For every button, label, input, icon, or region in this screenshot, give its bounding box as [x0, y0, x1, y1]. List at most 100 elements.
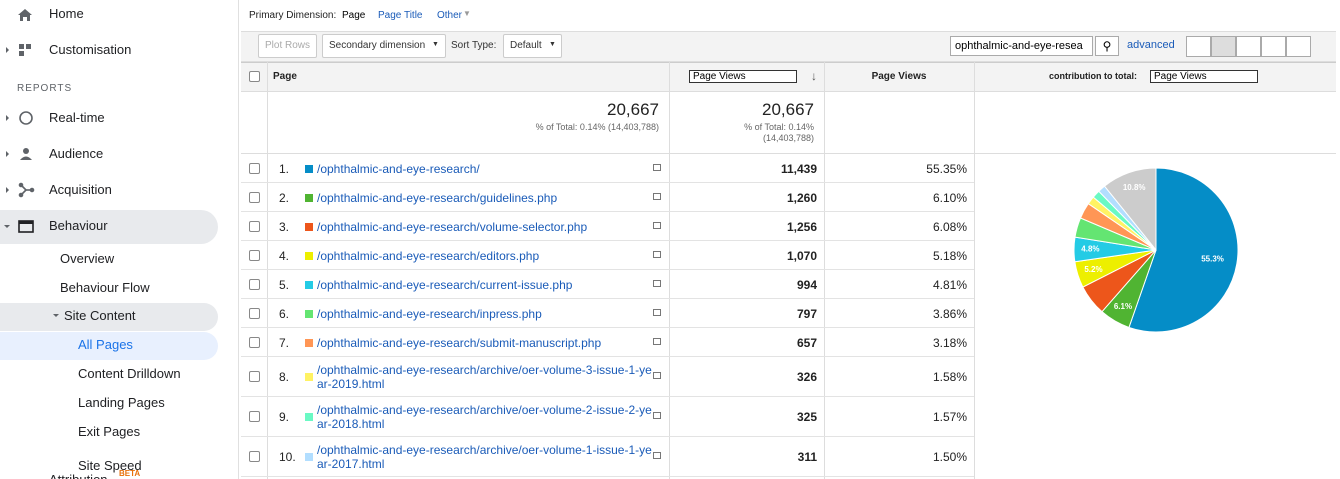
open-icon[interactable]	[653, 308, 661, 316]
page-link[interactable]: /ophthalmic-and-eye-research/	[317, 161, 480, 176]
open-icon[interactable]	[653, 279, 661, 287]
nav-item[interactable]: Site Speed	[78, 458, 142, 473]
view-button[interactable]	[1286, 36, 1311, 57]
page-link[interactable]: /ophthalmic-and-eye-research/guidelines.…	[317, 190, 558, 205]
nav-item[interactable]: Acquisition	[49, 182, 112, 197]
color-swatch	[305, 453, 313, 461]
nav-item[interactable]: Real-time	[49, 110, 105, 125]
row-index: 9.	[279, 410, 290, 424]
open-icon[interactable]	[653, 372, 661, 379]
nav-item[interactable]: Audience	[49, 146, 104, 161]
page-views: 11,439	[780, 161, 817, 176]
secondary-dimension[interactable]: Secondary dimension	[322, 34, 446, 58]
dimension-option: Page	[342, 10, 366, 21]
page-link[interactable]: /ophthalmic-and-eye-research/submit-manu…	[317, 335, 602, 350]
sidebar-icons	[4, 9, 59, 317]
metric-select[interactable]: Page Views	[689, 70, 797, 83]
view-button[interactable]	[1261, 36, 1286, 57]
row-checkbox[interactable]	[249, 220, 260, 232]
color-swatch	[305, 373, 313, 381]
color-swatch	[305, 413, 313, 421]
nav-item[interactable]: Site Content	[64, 308, 136, 323]
page-link[interactable]: /ophthalmic-and-eye-research/inpress.php	[317, 306, 542, 321]
search-input[interactable]: ophthalmic-and-eye-resea	[950, 36, 1093, 56]
nav-item[interactable]: Behaviour	[49, 218, 108, 233]
open-icon[interactable]	[653, 163, 661, 171]
page-views: 657	[796, 335, 817, 350]
row-index: 3.	[279, 219, 290, 234]
advanced-link[interactable]: advanced	[1127, 39, 1175, 51]
row-checkbox[interactable]	[249, 451, 260, 462]
page-link[interactable]: /ophthalmic-and-eye-research/volume-sele…	[317, 219, 588, 234]
total-note: % of Total: 0.14% (14,403,788)	[535, 122, 659, 132]
nav-item[interactable]: Overview	[60, 251, 115, 266]
column-header: Page Views	[871, 71, 927, 82]
nav-item[interactable]: Attribution	[49, 472, 108, 479]
view-button[interactable]	[1186, 36, 1211, 57]
color-swatch	[305, 251, 313, 260]
percent: 55.35%	[926, 161, 967, 176]
page-link[interactable]: /ophthalmic-and-eye-research/editors.php	[317, 248, 540, 263]
main: Primary Dimension: Page Page Title Other ▼ Pl…	[238, 0, 1340, 479]
nav-item[interactable]: Exit Pages	[78, 424, 141, 439]
slice-label: 55.3%	[1201, 255, 1224, 264]
primary-label: Primary Dimension:	[249, 10, 337, 21]
dimension-option[interactable]: Page Title	[378, 10, 423, 21]
page-views: 1,260	[786, 190, 817, 205]
page-link[interactable]: /ophthalmic-and-eye-research/archive/oer…	[317, 363, 652, 391]
view-button[interactable]	[1236, 36, 1261, 57]
nav-item[interactable]: Home	[49, 6, 84, 21]
page-link[interactable]: /ophthalmic-and-eye-research/current-iss…	[317, 277, 573, 292]
row-checkbox[interactable]	[249, 411, 260, 422]
row-index: 5.	[279, 277, 290, 292]
nav-item[interactable]: Behaviour Flow	[60, 280, 150, 295]
dimension-option[interactable]: Other	[437, 10, 463, 21]
site-content-highlight	[0, 303, 218, 331]
slice-label: 10.8%	[1123, 183, 1146, 192]
open-icon[interactable]	[653, 337, 661, 345]
open-icon[interactable]	[653, 250, 661, 258]
page-link[interactable]: /ophthalmic-and-eye-research/archive/oer…	[317, 403, 652, 431]
row-index: 10.	[279, 450, 296, 464]
sort-select[interactable]: Default	[503, 34, 562, 58]
row-checkbox[interactable]	[249, 371, 260, 382]
behaviour-icon	[18, 220, 34, 233]
open-icon[interactable]	[653, 452, 661, 459]
total-value: 20,667	[607, 100, 659, 119]
page-link[interactable]: /ophthalmic-and-eye-research/archive/oer…	[317, 443, 652, 471]
nav-item[interactable]: Landing Pages	[78, 395, 165, 410]
open-icon[interactable]	[653, 192, 661, 200]
column-divider	[267, 62, 268, 479]
pie-chart: 55.3% 6.1% 5.2% 4.8% 10.8%	[1073, 167, 1239, 333]
row-checkbox[interactable]	[249, 191, 260, 203]
section-label: REPORTS	[17, 83, 73, 94]
checkbox	[249, 71, 260, 82]
open-icon[interactable]	[653, 412, 661, 419]
color-swatch	[305, 164, 313, 173]
row-checkbox[interactable]	[249, 162, 260, 174]
nav-item[interactable]: All Pages	[78, 337, 133, 352]
page-views: 311	[797, 450, 817, 464]
sort-label: Sort Type:	[451, 40, 497, 51]
row-divider	[241, 211, 974, 212]
color-swatch	[305, 309, 313, 318]
row-checkbox[interactable]	[249, 249, 260, 261]
nav-item[interactable]: Customisation	[49, 42, 132, 57]
nav-item[interactable]: Content Drilldown	[78, 366, 181, 381]
row-checkbox[interactable]	[249, 307, 260, 319]
page-views: 1,256	[786, 219, 817, 234]
row-divider	[241, 240, 974, 241]
open-icon[interactable]	[653, 221, 661, 229]
contribution-select[interactable]: Page Views	[1150, 70, 1258, 83]
color-swatch	[305, 338, 313, 347]
total-note: % of Total: 0.14% (14,403,788)	[744, 122, 814, 143]
plot-rows-button[interactable]: Plot Rows	[258, 34, 318, 58]
row-checkbox[interactable]	[249, 278, 260, 290]
all-pages-highlight	[0, 332, 218, 360]
column-divider	[669, 62, 670, 479]
page-views: 325	[796, 410, 817, 424]
slice-label: 6.1%	[1114, 302, 1132, 311]
behaviour-highlight	[0, 210, 218, 244]
view-button[interactable]	[1211, 36, 1236, 57]
row-checkbox[interactable]	[249, 336, 260, 348]
